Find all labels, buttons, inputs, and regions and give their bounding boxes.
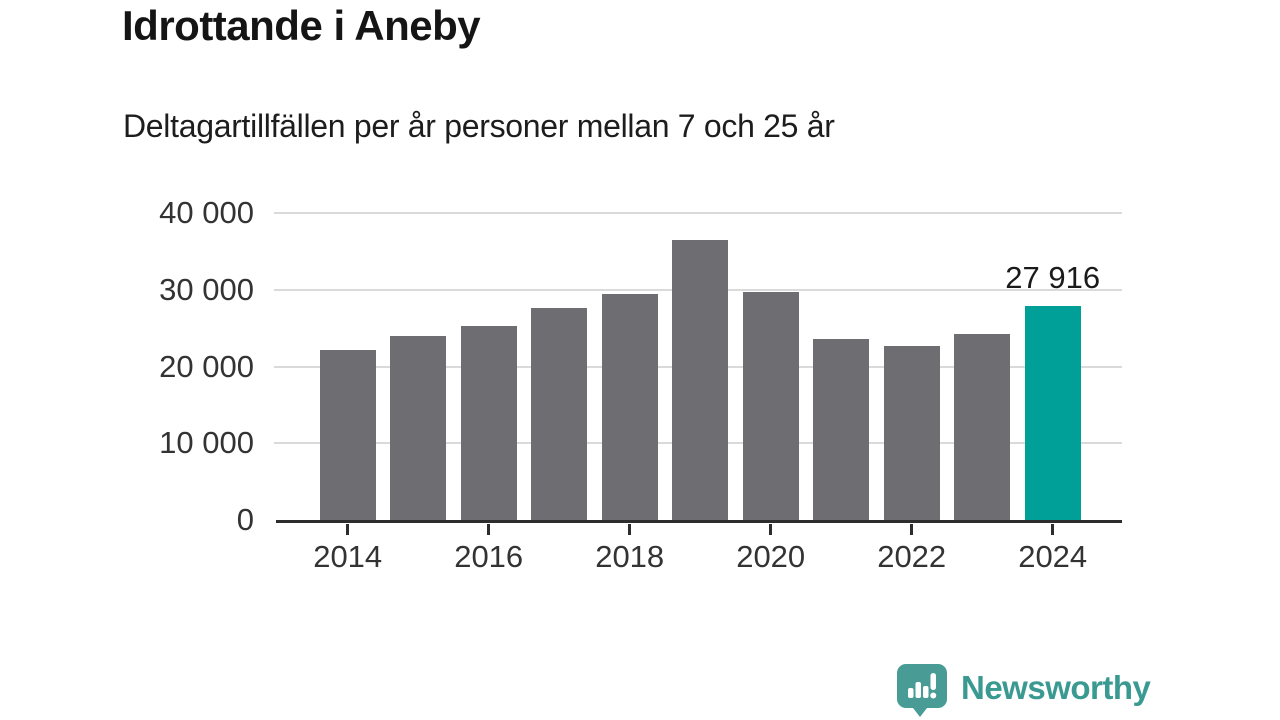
bar-2022 xyxy=(883,345,940,520)
bar-2014 xyxy=(319,350,376,520)
newsworthy-logo: Newsworthy xyxy=(896,663,1151,717)
y-axis-label-30000: 30 000 xyxy=(159,271,254,307)
page-title: Idrottande i Aneby xyxy=(122,2,481,49)
bar-value-label: 27 916 xyxy=(1005,259,1101,295)
bar-2023 xyxy=(954,333,1011,520)
bar-chart-plot-area: 0 10 000 20 000 30 000 40 000 27 916 2014 2016 2… xyxy=(159,197,1122,574)
x-axis-tick-2018 xyxy=(628,523,632,535)
x-axis-tick-2016 xyxy=(487,523,491,535)
x-axis-label-2022: 2022 xyxy=(877,539,947,574)
chart-subtitle: Deltagartillfällen per år personer mella… xyxy=(123,108,835,144)
bar-2016 xyxy=(460,325,517,520)
y-axis-label-40000: 40 000 xyxy=(159,195,254,230)
bar-2017 xyxy=(531,308,588,520)
x-axis-tick-2014 xyxy=(346,523,350,535)
x-axis-tick-2022 xyxy=(910,523,914,535)
y-axis-label-20000: 20 000 xyxy=(159,348,254,384)
bar-2020 xyxy=(742,292,799,520)
bar-chart-speech-bubble-icon xyxy=(897,664,947,717)
bar-2019 xyxy=(672,239,729,520)
y-axis-label-10000: 10 000 xyxy=(159,425,254,461)
bar-2015 xyxy=(390,335,447,520)
x-axis-label-2024: 2024 xyxy=(1018,539,1088,574)
x-axis-label-2014: 2014 xyxy=(313,539,383,574)
x-axis-label-2018: 2018 xyxy=(595,539,665,574)
x-axis-label-2016: 2016 xyxy=(454,539,524,574)
x-axis-label-2020: 2020 xyxy=(736,539,806,574)
newsworthy-brand-text: Newsworthy xyxy=(961,668,1151,706)
bar-2021 xyxy=(813,338,870,520)
x-axis-tick-2024 xyxy=(1051,523,1055,535)
bar-2018 xyxy=(601,293,658,520)
gridline-40000 xyxy=(274,212,1122,214)
bar-2024 xyxy=(1024,305,1081,520)
y-axis-label-0: 0 xyxy=(236,502,254,537)
x-axis-tick-2020 xyxy=(769,523,773,535)
